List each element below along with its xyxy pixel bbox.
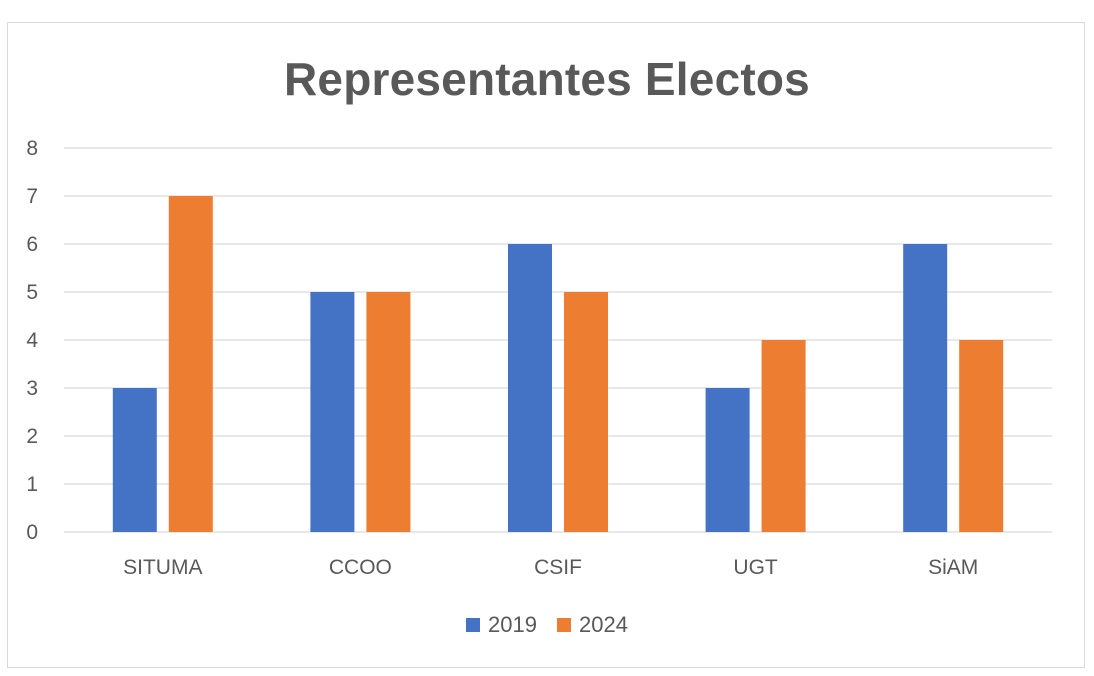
bar-ccoo-2024 [366, 292, 411, 532]
legend: 2019 2024 [0, 612, 1094, 638]
chart-title: Representantes Electos [284, 53, 810, 105]
y-tick-label-4: 4 [26, 329, 38, 352]
bar-situma-2024 [168, 196, 213, 532]
bar-siam-2024 [959, 340, 1004, 532]
y-tick-label-2: 2 [26, 425, 38, 448]
x-tick-label-situma: SITUMA [123, 556, 202, 579]
bar-csif-2024 [564, 292, 608, 532]
bar-csif-2019 [508, 244, 552, 532]
y-tick-label-5: 5 [26, 281, 38, 304]
legend-item-2024: 2024 [557, 612, 628, 638]
x-tick-label-ugt: UGT [733, 556, 778, 579]
x-tick-label-ccoo: CCOO [329, 556, 392, 579]
bar-ugt-2024 [761, 340, 806, 532]
bar-ugt-2019 [705, 388, 750, 532]
y-tick-label-8: 8 [26, 137, 38, 160]
bar-situma-2019 [112, 388, 157, 532]
x-tick-label-csif: CSIF [534, 556, 582, 579]
legend-swatch-2019 [466, 618, 481, 632]
legend-label-2024: 2024 [579, 612, 628, 637]
legend-label-2019: 2019 [488, 612, 537, 637]
legend-swatch-2024 [557, 618, 571, 632]
y-tick-label-3: 3 [26, 377, 38, 400]
y-tick-label-7: 7 [26, 185, 38, 208]
legend-item-2019: 2019 [466, 612, 537, 638]
x-tick-label-siam: SiAM [928, 556, 978, 579]
y-tick-label-0: 0 [26, 521, 38, 544]
bar-siam-2019 [903, 244, 948, 532]
y-tick-label-1: 1 [26, 473, 38, 496]
bar-ccoo-2019 [310, 292, 355, 532]
y-tick-label-6: 6 [26, 233, 38, 256]
